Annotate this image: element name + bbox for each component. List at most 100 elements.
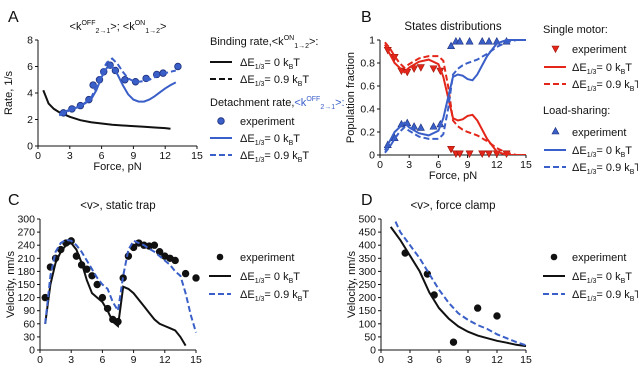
- text-part: 1/3: [255, 278, 265, 285]
- text-part: B: [298, 157, 303, 164]
- y-tick-label: 240: [17, 240, 35, 252]
- panel-d: D03691215050100150200250300350400450500F…: [346, 192, 532, 366]
- data-point: [449, 338, 458, 346]
- text-part: ΔE: [572, 289, 587, 301]
- text-part: ON: [284, 35, 295, 42]
- text-part: 1/3: [587, 86, 597, 93]
- y-axis-title: Velocity, nm/s: [5, 250, 17, 318]
- text-part: T: [293, 133, 300, 145]
- x-tick-label: 12: [491, 354, 503, 366]
- text-part: Binding rate,<k: [210, 36, 284, 48]
- text-part: T: [293, 271, 300, 283]
- y-tick-label: 100: [358, 318, 376, 330]
- text-part: ΔE: [240, 74, 255, 86]
- legend-swatch-marker: [216, 253, 224, 261]
- data-point: [478, 37, 487, 45]
- text-part: <k: [294, 97, 306, 109]
- text-part: = 0 k: [596, 271, 621, 283]
- legend-label: ΔE1/3= 0.9 kBT: [240, 74, 309, 88]
- y-tick-label: 50: [364, 331, 376, 343]
- x-tick-label: 9: [465, 159, 471, 171]
- y-tick-label: 210: [17, 253, 35, 265]
- series-line: [384, 39, 526, 151]
- text-part: B: [289, 140, 294, 147]
- data-point: [465, 37, 474, 45]
- legend-label: ΔE1/3= 0 kBT: [240, 133, 300, 147]
- text-part: B: [298, 296, 303, 303]
- text-part: ΔE: [240, 133, 255, 145]
- text-part: >: [160, 21, 166, 33]
- text-part: 1/3: [587, 152, 597, 159]
- series-line: [384, 44, 526, 155]
- text-part: ΔE: [572, 62, 587, 74]
- text-part: ΔE: [572, 162, 587, 174]
- text-part: 1/3: [255, 81, 265, 88]
- text-part: >:: [309, 36, 318, 48]
- data-point: [181, 269, 190, 278]
- x-tick-label: 0: [377, 159, 383, 171]
- text-part: 2→1: [95, 28, 110, 35]
- text-part: ΔE: [240, 57, 255, 69]
- y-tick-label: 1: [369, 35, 375, 47]
- legend-swatch-marker: [217, 117, 225, 125]
- text-part: ΔE: [572, 271, 587, 283]
- x-tick-label: 3: [407, 354, 413, 366]
- data-point: [416, 123, 425, 131]
- legend-label: ΔE1/3= 0 kBT: [572, 62, 632, 76]
- y-tick-label: 250: [358, 279, 376, 291]
- text-part: T: [625, 62, 632, 74]
- text-part: T: [302, 74, 309, 86]
- y-tick-label: 0: [27, 141, 33, 153]
- x-axis-title: Force, pN: [429, 170, 477, 182]
- x-tick-label: 6: [99, 354, 105, 366]
- text-part: T: [634, 289, 638, 301]
- legend-label: experiment: [572, 252, 626, 264]
- text-part: >; <k: [110, 21, 135, 33]
- legend-swatch-marker: [551, 45, 560, 54]
- text-part: 1/3: [255, 296, 265, 303]
- text-part: B: [621, 278, 626, 285]
- text-part: T: [625, 145, 632, 157]
- data-point: [429, 122, 438, 130]
- legend-label: experiment: [240, 116, 294, 128]
- text-part: 1/3: [587, 296, 597, 303]
- x-tick-label: 15: [190, 354, 202, 366]
- text-part: = 0 k: [264, 133, 289, 145]
- y-tick-label: 350: [358, 253, 376, 265]
- text-part: ΔE: [240, 271, 255, 283]
- y-tick-label: 270: [17, 227, 35, 239]
- chart-title: <v>, force clamp: [410, 200, 495, 212]
- y-tick-label: 200: [358, 292, 376, 304]
- legend-label: ΔE1/3= 0.9 kBT: [572, 79, 638, 93]
- series-line: [394, 221, 527, 347]
- y-tick-label: 8: [27, 35, 33, 47]
- panel-c: C036912150306090120150180210240270300For…: [5, 192, 202, 366]
- data-point: [465, 150, 474, 158]
- y-tick-label: 0: [369, 150, 375, 162]
- y-tick-label: 0.4: [360, 104, 375, 116]
- legend-title-load: Load-sharing:: [543, 105, 610, 117]
- text-part: OFF: [81, 20, 95, 27]
- x-axis-title: Force, pN: [93, 161, 141, 173]
- text-part: B: [621, 152, 626, 159]
- series-line: [384, 39, 526, 154]
- y-axis-title: Velocity, nm/s: [346, 250, 358, 318]
- legend-label: ΔE1/3= 0 kBT: [572, 271, 632, 285]
- text-part: = 0 k: [264, 271, 289, 283]
- y-tick-label: 0: [370, 345, 376, 357]
- x-tick-label: 0: [37, 354, 43, 366]
- legend-label: ΔE1/3= 0 kBT: [240, 57, 300, 71]
- data-point: [478, 150, 487, 158]
- text-part: 1/3: [587, 169, 597, 176]
- text-part: T: [302, 289, 309, 301]
- x-tick-label: 9: [131, 354, 137, 366]
- series-line: [44, 241, 187, 347]
- x-tick-label: 9: [465, 354, 471, 366]
- x-tick-label: 15: [520, 159, 532, 171]
- legend-swatch-marker: [550, 253, 558, 261]
- series-line: [42, 89, 171, 130]
- text-part: = 0 k: [596, 145, 621, 157]
